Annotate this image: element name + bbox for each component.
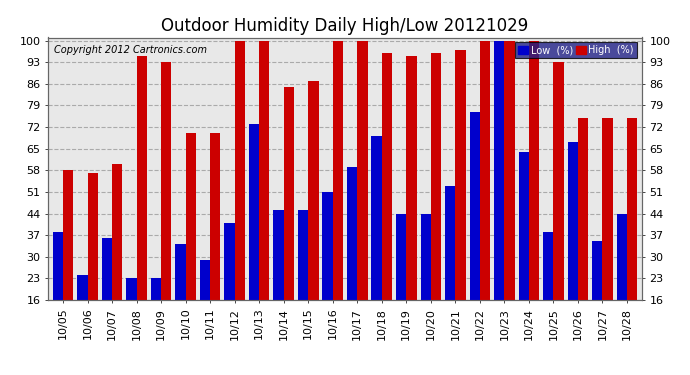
- Bar: [273, 210, 284, 350]
- Bar: [88, 173, 98, 350]
- Bar: [519, 152, 529, 350]
- Bar: [284, 87, 294, 350]
- Bar: [480, 40, 490, 350]
- Bar: [186, 133, 196, 350]
- Bar: [112, 164, 122, 350]
- Bar: [529, 40, 539, 350]
- Bar: [249, 124, 259, 350]
- Bar: [161, 62, 171, 350]
- Bar: [224, 223, 235, 350]
- Bar: [235, 40, 245, 350]
- Bar: [151, 278, 161, 350]
- Bar: [431, 53, 441, 350]
- Bar: [210, 133, 220, 350]
- Bar: [420, 213, 431, 350]
- Bar: [322, 192, 333, 350]
- Bar: [308, 81, 319, 350]
- Bar: [470, 112, 480, 350]
- Bar: [77, 275, 88, 350]
- Bar: [396, 213, 406, 350]
- Bar: [568, 142, 578, 350]
- Bar: [406, 56, 417, 350]
- Text: Copyright 2012 Cartronics.com: Copyright 2012 Cartronics.com: [55, 45, 207, 56]
- Bar: [175, 244, 186, 350]
- Bar: [371, 136, 382, 350]
- Bar: [200, 260, 210, 350]
- Bar: [627, 118, 638, 350]
- Bar: [553, 62, 564, 350]
- Bar: [592, 242, 602, 350]
- Bar: [578, 118, 589, 350]
- Title: Outdoor Humidity Daily High/Low 20121029: Outdoor Humidity Daily High/Low 20121029: [161, 16, 529, 34]
- Bar: [333, 40, 343, 350]
- Bar: [543, 232, 553, 350]
- Bar: [52, 232, 63, 350]
- Bar: [445, 186, 455, 350]
- Bar: [617, 213, 627, 350]
- Legend: Low  (%), High  (%): Low (%), High (%): [515, 42, 637, 58]
- Bar: [504, 40, 515, 350]
- Bar: [298, 210, 308, 350]
- Bar: [347, 167, 357, 350]
- Bar: [602, 118, 613, 350]
- Bar: [382, 53, 392, 350]
- Bar: [357, 40, 368, 350]
- Bar: [63, 170, 73, 350]
- Bar: [455, 50, 466, 350]
- Bar: [259, 40, 270, 350]
- Bar: [126, 278, 137, 350]
- Bar: [101, 238, 112, 350]
- Bar: [494, 40, 504, 350]
- Bar: [137, 56, 147, 350]
